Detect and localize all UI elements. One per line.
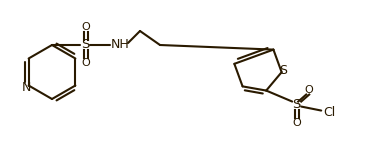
Text: O: O: [305, 85, 314, 95]
Text: Cl: Cl: [323, 106, 335, 119]
Text: S: S: [279, 64, 286, 77]
Text: N: N: [22, 81, 31, 94]
Text: O: O: [82, 22, 90, 32]
Text: S: S: [292, 98, 300, 111]
Text: O: O: [293, 117, 302, 128]
Text: O: O: [82, 58, 90, 68]
Text: S: S: [81, 38, 89, 52]
Text: NH: NH: [111, 38, 129, 52]
